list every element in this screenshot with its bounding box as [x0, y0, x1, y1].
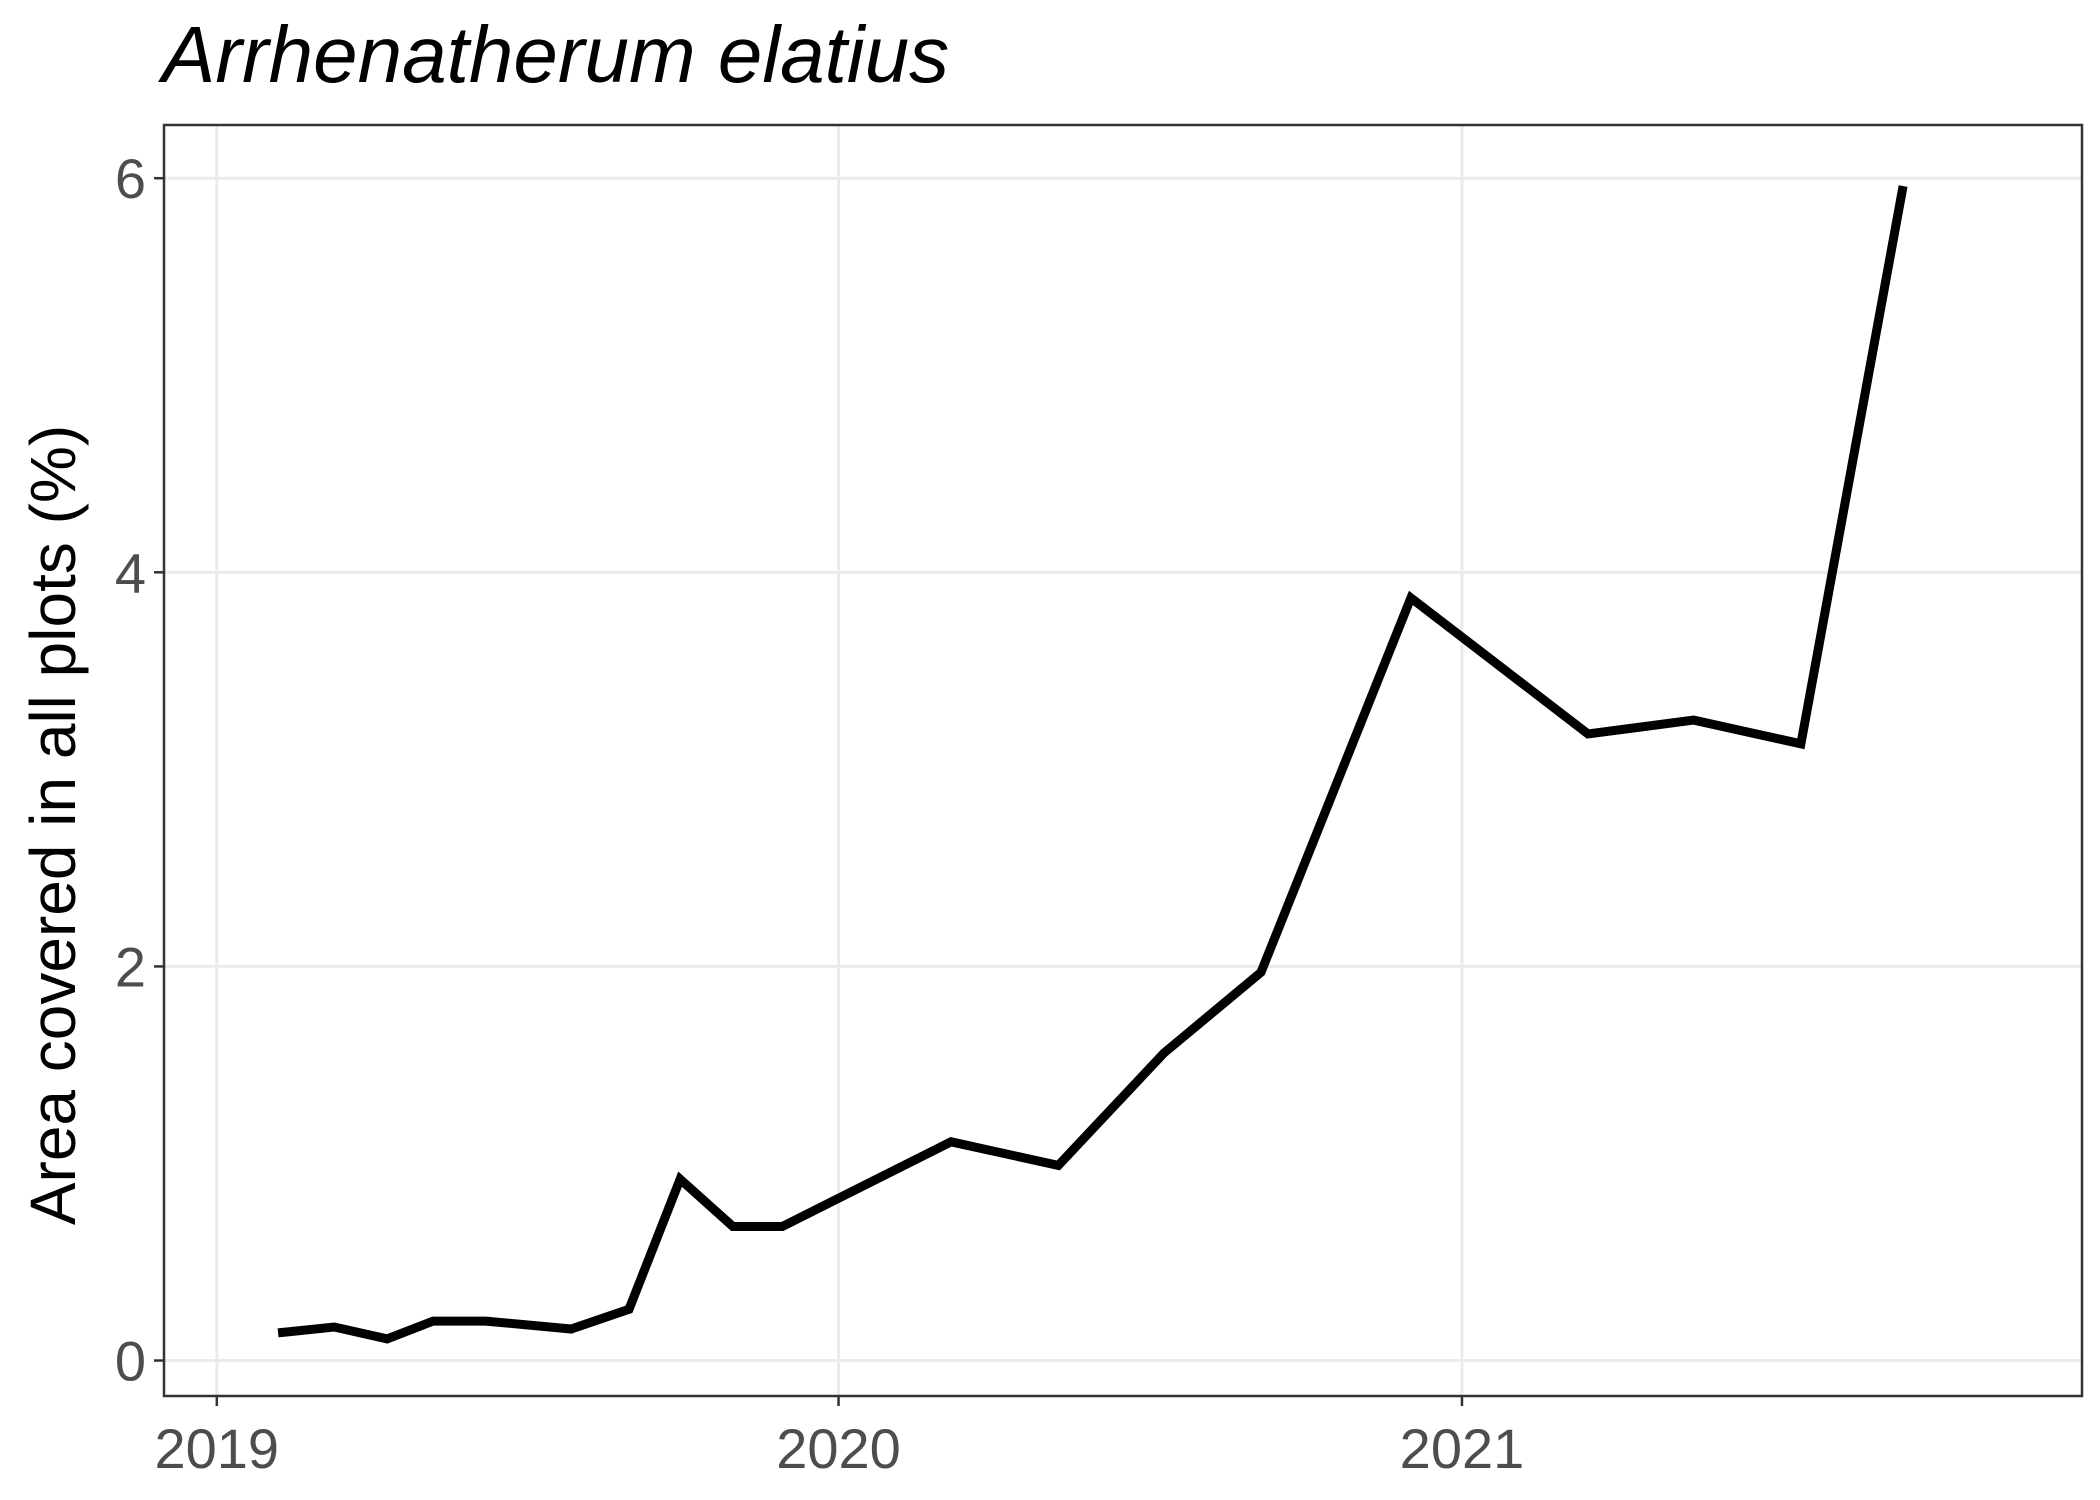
y-gridlines — [164, 176, 2082, 1363]
series-line — [277, 185, 1908, 1344]
x-axis-ticks: 2019 2020 2021 — [155, 1396, 1525, 1480]
series-layer — [277, 185, 1908, 1344]
y-tick-label: 2 — [115, 935, 146, 998]
chart-title: Arrhenatherum elatius — [158, 10, 949, 99]
x-tick-label: 2021 — [1400, 1417, 1525, 1480]
y-tick-label: 0 — [115, 1330, 146, 1393]
y-tick-label: 4 — [115, 541, 146, 604]
y-axis-label: Area covered in all plots (%) — [17, 425, 89, 1225]
y-tick-label: 6 — [115, 147, 146, 210]
x-tick-label: 2019 — [155, 1417, 280, 1480]
x-tick-label: 2020 — [776, 1417, 901, 1480]
y-axis-ticks: 0 2 4 6 — [115, 147, 164, 1393]
x-gridlines — [215, 125, 1464, 1396]
plot-panel — [162, 123, 2084, 1398]
